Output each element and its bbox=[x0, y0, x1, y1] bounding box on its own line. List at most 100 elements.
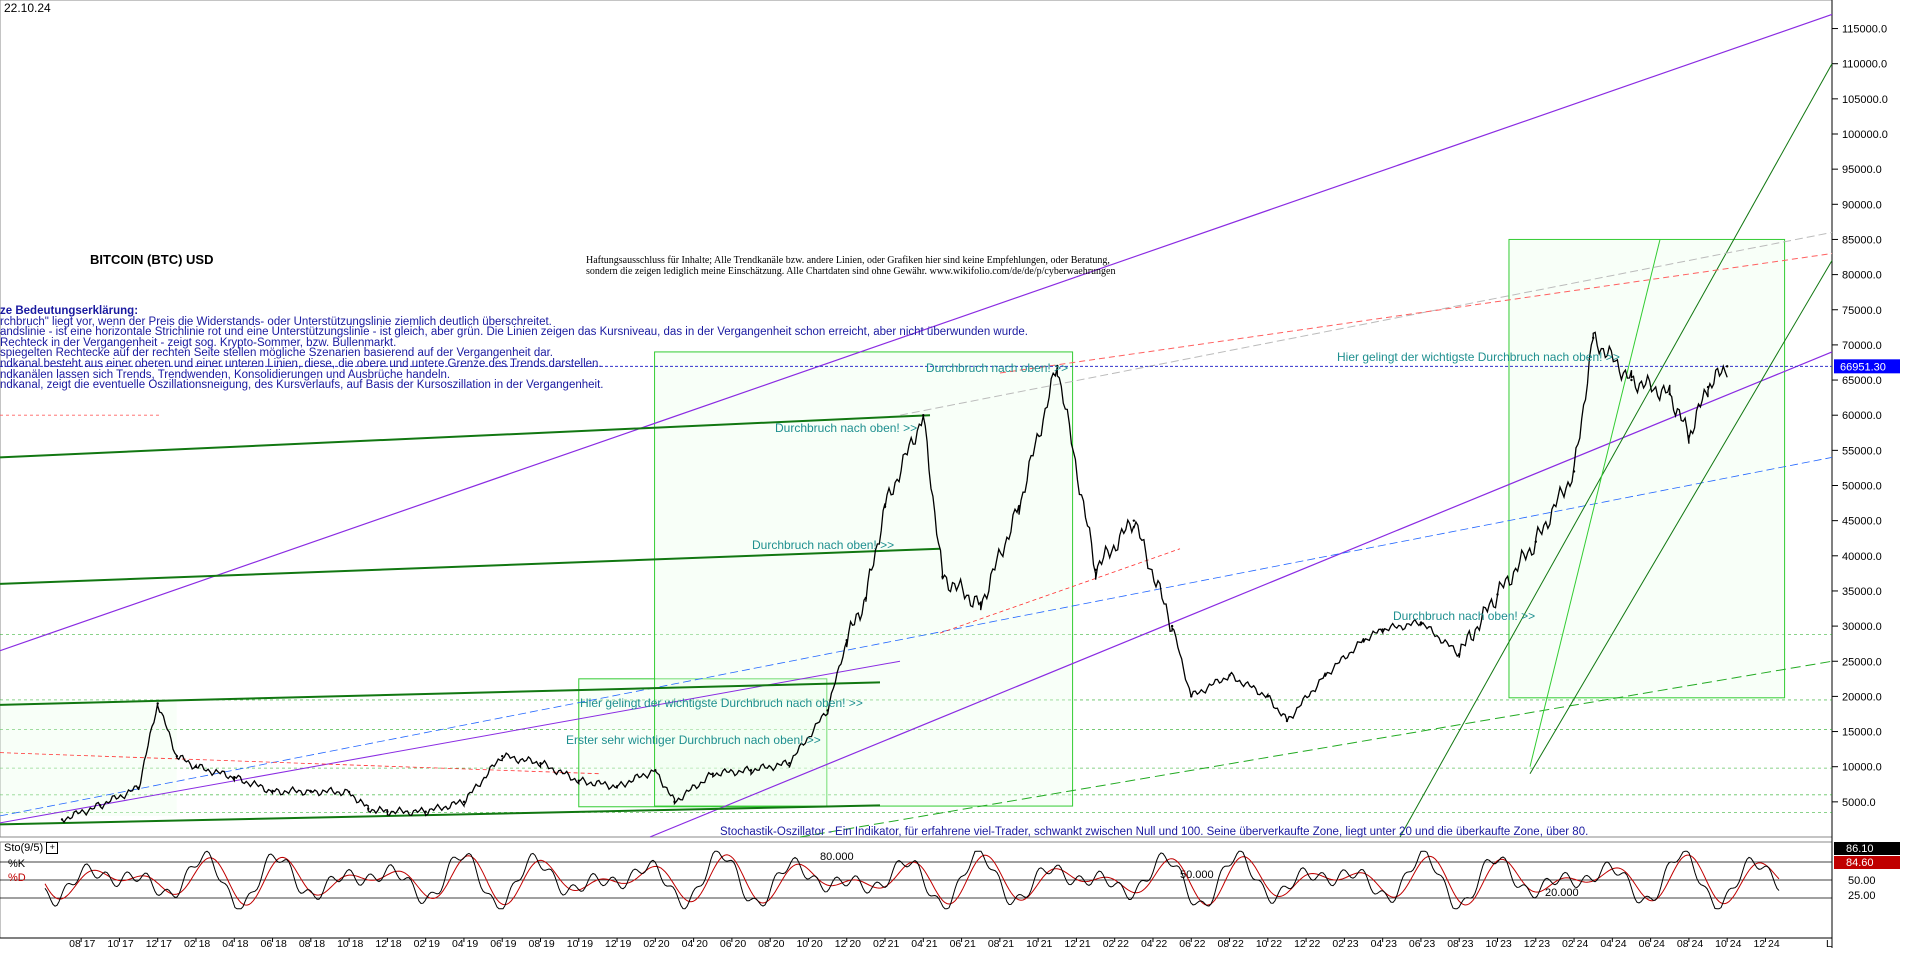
price-point bbox=[539, 761, 542, 765]
time-tick-label: 10 17 bbox=[107, 938, 133, 948]
channel-line bbox=[1399, 63, 1833, 838]
price-point bbox=[1496, 593, 1499, 596]
time-tick-label: 04 23 bbox=[1371, 938, 1397, 948]
time-tick-label: 04 19 bbox=[452, 938, 478, 948]
resistance-line bbox=[0, 752, 601, 775]
price-tick-label: 55000.0 bbox=[1842, 445, 1882, 457]
price-point bbox=[233, 776, 236, 779]
time-tick-label: 02 22 bbox=[1103, 938, 1129, 948]
price-point bbox=[462, 800, 466, 804]
price-point bbox=[749, 769, 753, 772]
bull-zone bbox=[654, 351, 1074, 807]
legend-line: ndkanälen lassen sich Trends, Trendwende… bbox=[0, 368, 451, 381]
stochastic-tick-label: 50.00 bbox=[1848, 875, 1876, 887]
price-tick-label: 115000.0 bbox=[1842, 24, 1887, 36]
price-point bbox=[941, 575, 944, 579]
price-tick-label: 10000.0 bbox=[1842, 762, 1882, 774]
price-point bbox=[1706, 385, 1710, 389]
price-point bbox=[1132, 519, 1136, 522]
resistance-line bbox=[0, 547, 941, 585]
price-point bbox=[1687, 435, 1691, 438]
price-point bbox=[156, 702, 159, 705]
price-point bbox=[99, 804, 102, 807]
time-tick-label: 12 19 bbox=[605, 938, 631, 948]
price-point bbox=[1056, 364, 1059, 368]
price-point bbox=[845, 638, 848, 642]
time-tick-label: 02 24 bbox=[1562, 938, 1588, 948]
resistance-line bbox=[0, 681, 881, 706]
stochastic-panel bbox=[0, 841, 1833, 939]
channel-line bbox=[1529, 239, 1661, 767]
legend-line: andslinie - ist eine horizontale Strichl… bbox=[0, 326, 1028, 339]
price-point bbox=[711, 772, 714, 775]
time-tick-label: 12 23 bbox=[1524, 938, 1550, 948]
stochastic-k-box bbox=[1834, 842, 1900, 855]
annotation-label: Hier gelingt der wichtigste Durchbruch n… bbox=[580, 696, 863, 710]
price-tick-label: 95000.0 bbox=[1842, 164, 1882, 176]
stochastic-k-line bbox=[44, 850, 1780, 910]
time-axis-end: L bbox=[1826, 938, 1832, 948]
time-tick-label: 02 21 bbox=[873, 938, 899, 948]
annotation-label: Hier gelingt der wichtigste Durchbruch n… bbox=[1337, 350, 1620, 364]
price-point bbox=[922, 414, 925, 417]
price-point bbox=[271, 790, 274, 793]
price-tick-label: 25000.0 bbox=[1842, 656, 1882, 668]
price-point bbox=[1381, 628, 1384, 631]
resistance-line bbox=[939, 548, 1181, 634]
bull-zone bbox=[578, 678, 828, 808]
time-tick-label: 12 24 bbox=[1753, 938, 1779, 948]
price-point bbox=[1017, 505, 1021, 508]
price-point bbox=[826, 709, 829, 712]
price-point bbox=[1591, 336, 1595, 340]
trend-line bbox=[0, 660, 901, 824]
resistance-line bbox=[0, 414, 931, 459]
price-point bbox=[615, 785, 619, 788]
stochastic-tick-label: 25.00 bbox=[1848, 890, 1876, 902]
time-tick-label: 06 24 bbox=[1639, 938, 1665, 948]
price-point bbox=[1266, 695, 1270, 698]
time-tick-label: 08 23 bbox=[1447, 938, 1473, 948]
legend-line: ndkanal besteht aus einer oberen und ein… bbox=[0, 357, 602, 370]
bull-zone bbox=[1508, 238, 1786, 699]
time-tick-label: 12 22 bbox=[1294, 938, 1320, 948]
price-point bbox=[788, 761, 791, 765]
price-tick-label: 30000.0 bbox=[1842, 621, 1882, 633]
stochastic-d-box bbox=[1834, 856, 1900, 869]
price-tick-label: 15000.0 bbox=[1842, 727, 1882, 739]
trend-line bbox=[0, 456, 1833, 817]
time-tick-label: 04 20 bbox=[682, 938, 708, 948]
price-tick-label: 105000.0 bbox=[1842, 94, 1888, 106]
price-point bbox=[577, 779, 580, 782]
time-tick-label: 02 19 bbox=[414, 938, 440, 948]
stochastic-label[interactable]: Sto(9/5) + bbox=[4, 842, 59, 855]
legend: ze Bedeutungserklärung: rchbruch" liegt … bbox=[0, 305, 1028, 391]
price-tick-label: 110000.0 bbox=[1842, 59, 1887, 71]
time-tick-label: 04 24 bbox=[1600, 938, 1626, 948]
time-tick-label: 04 18 bbox=[222, 938, 248, 948]
time-tick-label: 08 24 bbox=[1677, 938, 1703, 948]
legend-heading: ze Bedeutungserklärung: bbox=[0, 305, 139, 317]
price-point bbox=[654, 769, 657, 772]
price-tick-label: 50000.0 bbox=[1842, 481, 1882, 493]
price-point bbox=[1324, 674, 1327, 677]
time-tick-label: 08 18 bbox=[299, 938, 325, 948]
add-indicator-icon[interactable]: + bbox=[46, 842, 59, 855]
price-point bbox=[1228, 674, 1231, 677]
legend-line: rchbruch" liegt vor, wenn der Preis die … bbox=[0, 315, 552, 328]
stochastic-level-label: 20.000 bbox=[1545, 887, 1579, 899]
time-tick-label: 02 20 bbox=[643, 938, 669, 948]
stochastic-k-label: %K bbox=[8, 858, 26, 870]
time-tick-label: 08 20 bbox=[758, 938, 784, 948]
price-point bbox=[673, 800, 676, 804]
chart-date: 22.10.24 bbox=[4, 1, 51, 15]
price-point bbox=[1190, 695, 1193, 698]
resistance-line bbox=[899, 231, 1833, 416]
price-point bbox=[1725, 365, 1729, 368]
price-point bbox=[1630, 378, 1633, 382]
price-tick-label: 85000.0 bbox=[1842, 234, 1882, 246]
price-tick-label: 90000.0 bbox=[1842, 199, 1882, 211]
price-tick-label: 60000.0 bbox=[1842, 410, 1882, 422]
support-line bbox=[0, 804, 881, 826]
price-tick-label: 20000.0 bbox=[1842, 691, 1882, 703]
